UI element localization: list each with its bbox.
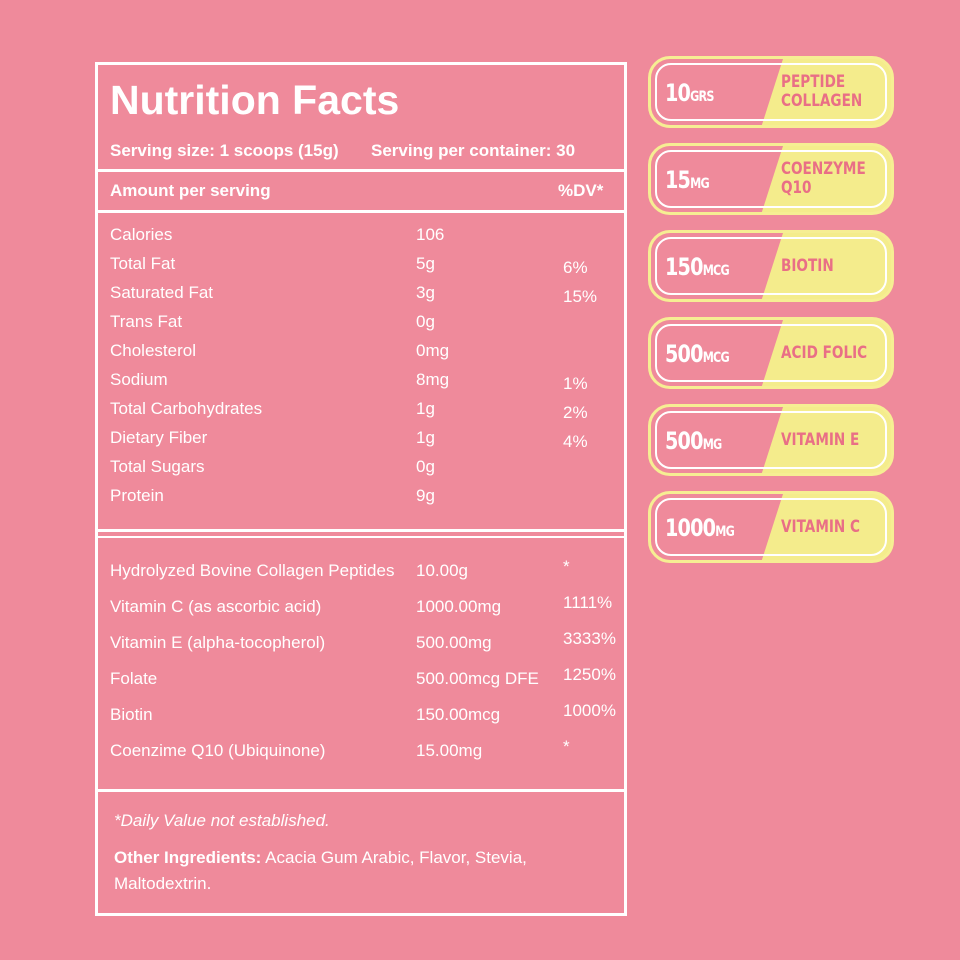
row-name: Cholesterol: [110, 341, 196, 360]
row-dv: 1111%: [563, 593, 613, 612]
row-dv: *: [563, 557, 570, 576]
badge-left: [651, 233, 783, 299]
row-amount: 5g: [416, 254, 435, 273]
row-name: Vitamin C (as ascorbic acid): [110, 597, 322, 616]
row-name: Coenzime Q10 (Ubiquinone): [110, 741, 326, 760]
badge-name: ACID FOLIC: [781, 342, 868, 363]
row-name: Sodium: [110, 370, 168, 389]
row-dv: 4%: [563, 432, 588, 451]
divider: [98, 210, 624, 213]
amount: 150: [665, 253, 703, 281]
row-dv: 2%: [563, 403, 588, 422]
badge-name: BIOTIN: [781, 255, 834, 276]
row-amount: 3g: [416, 283, 435, 302]
footnote: *Daily Value not established.: [114, 811, 330, 830]
unit: MCG: [702, 263, 730, 279]
badge: 500MCG ACID FOLIC: [648, 317, 894, 389]
ingredients-label: Other Ingredients:: [114, 848, 262, 867]
row-amount: 8mg: [416, 370, 450, 389]
row-amount: 1000.00mg: [416, 597, 502, 616]
row-dv: *: [563, 737, 570, 756]
row-name: Vitamin E (alpha-tocopherol): [110, 633, 326, 652]
header-label: Amount per serving: [110, 181, 271, 200]
row-name: Saturated Fat: [110, 283, 214, 302]
unit: MG: [715, 524, 735, 540]
badge-name: VITAMIN E: [781, 429, 860, 450]
divider: [98, 536, 624, 538]
row-dv: 1250%: [563, 665, 616, 684]
amount: 15: [665, 166, 691, 194]
badge-left: [651, 59, 783, 125]
row-amount: 106: [416, 225, 445, 244]
badge-left: [651, 494, 783, 560]
amount: 1000: [665, 514, 716, 542]
row-name: Trans Fat: [110, 312, 183, 331]
unit: MG: [690, 176, 710, 192]
badge-amount: 150MCG: [665, 253, 730, 281]
amount: 500: [665, 427, 703, 455]
badge-amount: 500MCG: [665, 340, 730, 368]
row-name: Folate: [110, 669, 158, 688]
badge-left: [651, 407, 783, 473]
badge-amount: 15MG: [665, 166, 710, 194]
badge: 10GRS PEPTIDE COLLAGEN: [648, 56, 894, 128]
nutrition-panel: Nutrition Facts Serving size: 1 scoops (…: [95, 62, 627, 916]
divider: [98, 529, 624, 532]
row-amount: 500.00mg: [416, 633, 492, 652]
badge-left: [651, 146, 783, 212]
amount: 10: [665, 79, 691, 107]
ingredients-text: Acacia Gum Arabic, Flavor, Stevia, Malto…: [114, 848, 527, 893]
row-name: Biotin: [110, 705, 153, 724]
row-name: Total Fat: [110, 254, 176, 273]
badge-name: COENZYME Q10: [781, 159, 866, 198]
badge: 150MCG BIOTIN: [648, 230, 894, 302]
row-amount: 0g: [416, 457, 435, 476]
divider: [98, 789, 624, 792]
row-dv: 6%: [563, 258, 588, 277]
header-dv: %DV*: [558, 181, 604, 200]
row-amount: 0mg: [416, 341, 450, 360]
badge: 15MG COENZYME Q10: [648, 143, 894, 215]
title: Nutrition Facts: [110, 77, 400, 123]
row-dv: 3333%: [563, 629, 616, 648]
row-name: Hydrolyzed Bovine Collagen Peptides: [110, 561, 395, 580]
badge-amount: 1000MG: [665, 514, 735, 542]
row-dv: 1%: [563, 374, 588, 393]
amount: 500: [665, 340, 703, 368]
badge-amount: 10GRS: [665, 79, 714, 107]
ingredients: Other Ingredients: Acacia Gum Arabic, Fl…: [114, 845, 584, 897]
row-amount: 15.00mg: [416, 741, 483, 760]
badge: 500MG VITAMIN E: [648, 404, 894, 476]
row-amount: 500.00mcg DFE: [416, 669, 539, 688]
badge-name: VITAMIN C: [781, 516, 861, 537]
unit: MG: [702, 437, 723, 453]
serving-size: Serving size: 1 scoops (15g): [110, 141, 339, 160]
badge-amount: 500MG: [665, 427, 723, 455]
row-name: Total Carbohydrates: [110, 399, 263, 418]
row-amount: 9g: [416, 486, 435, 505]
row-amount: 150.00mcg: [416, 705, 501, 724]
row-dv: 1000%: [563, 701, 616, 720]
row-amount: 1g: [416, 399, 435, 418]
unit: MCG: [702, 350, 730, 366]
badge-left: [651, 320, 783, 386]
row-name: Dietary Fiber: [110, 428, 208, 447]
row-name: Protein: [110, 486, 164, 505]
badge-name: PEPTIDE COLLAGEN: [781, 72, 863, 111]
row-name: Total Sugars: [110, 457, 205, 476]
servings: Serving per container: 30: [371, 141, 576, 160]
row-amount: 1g: [416, 428, 435, 447]
badge: 1000MG VITAMIN C: [648, 491, 894, 563]
row-name: Calories: [110, 225, 173, 244]
row-amount: 10.00g: [416, 561, 468, 580]
row-dv: 15%: [563, 287, 598, 306]
row-amount: 0g: [416, 312, 435, 331]
unit: GRS: [690, 89, 714, 105]
divider: [98, 169, 624, 172]
